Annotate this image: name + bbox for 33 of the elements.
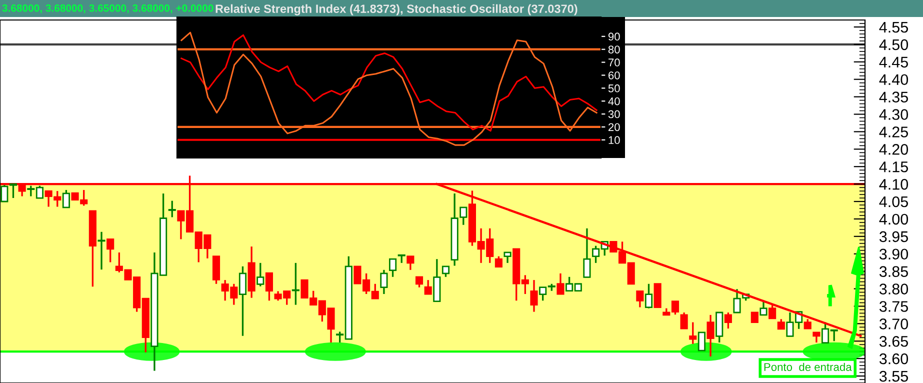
y-tick-label: 4.45 (879, 56, 908, 68)
y-tick-label: 20 (608, 123, 620, 132)
y-tick-label: 3.60 (879, 353, 908, 364)
y-tick-label: 60 (608, 71, 620, 80)
y-tick-label: 90 (608, 32, 620, 41)
y-tick-label: 3.55 (879, 370, 908, 382)
annotation: Ponto de entrada (764, 362, 852, 371)
y-tick-label: 10 (608, 136, 620, 144)
y-tick-label: 30 (608, 110, 620, 118)
text: 3.68000, 3.68000, 3.65000, 3.68000, +0.0000 (2, 4, 214, 14)
chart-title: Relative Strength Index (41.8373), Stochastic Oscillator (37.0370) (216, 4, 578, 16)
y-tick-label: 3.70 (879, 318, 908, 330)
y-tick-label: 80 (608, 46, 620, 54)
y-tick-label: 4.15 (879, 162, 908, 172)
y-tick-label: 4.40 (879, 74, 908, 86)
y-tick-label: 4.35 (879, 92, 908, 102)
y-tick-label: 70 (608, 58, 620, 66)
y-tick-label: 3.90 (879, 248, 908, 260)
y-tick-label: 3.75 (879, 301, 908, 312)
y-tick-label: 4.20 (879, 144, 908, 155)
y-tick-label: 4.05 (879, 196, 908, 208)
y-tick-label: 3.65 (879, 336, 908, 347)
y-tick-label: 4.55 (879, 22, 908, 33)
y-tick-label: 4.25 (879, 126, 908, 138)
y-tick-label: 4.00 (879, 214, 908, 225)
y-tick-label: 40 (608, 97, 620, 106)
y-tick-label: 4.30 (879, 109, 908, 120)
y-tick-label: 4.50 (879, 39, 908, 50)
y-tick-label: 50 (608, 84, 620, 92)
y-tick-label: 3.80 (879, 284, 908, 294)
y-tick-label: 3.95 (879, 231, 908, 242)
y-tick-label: 3.85 (879, 266, 908, 277)
y-tick-label: 4.10 (879, 178, 908, 190)
